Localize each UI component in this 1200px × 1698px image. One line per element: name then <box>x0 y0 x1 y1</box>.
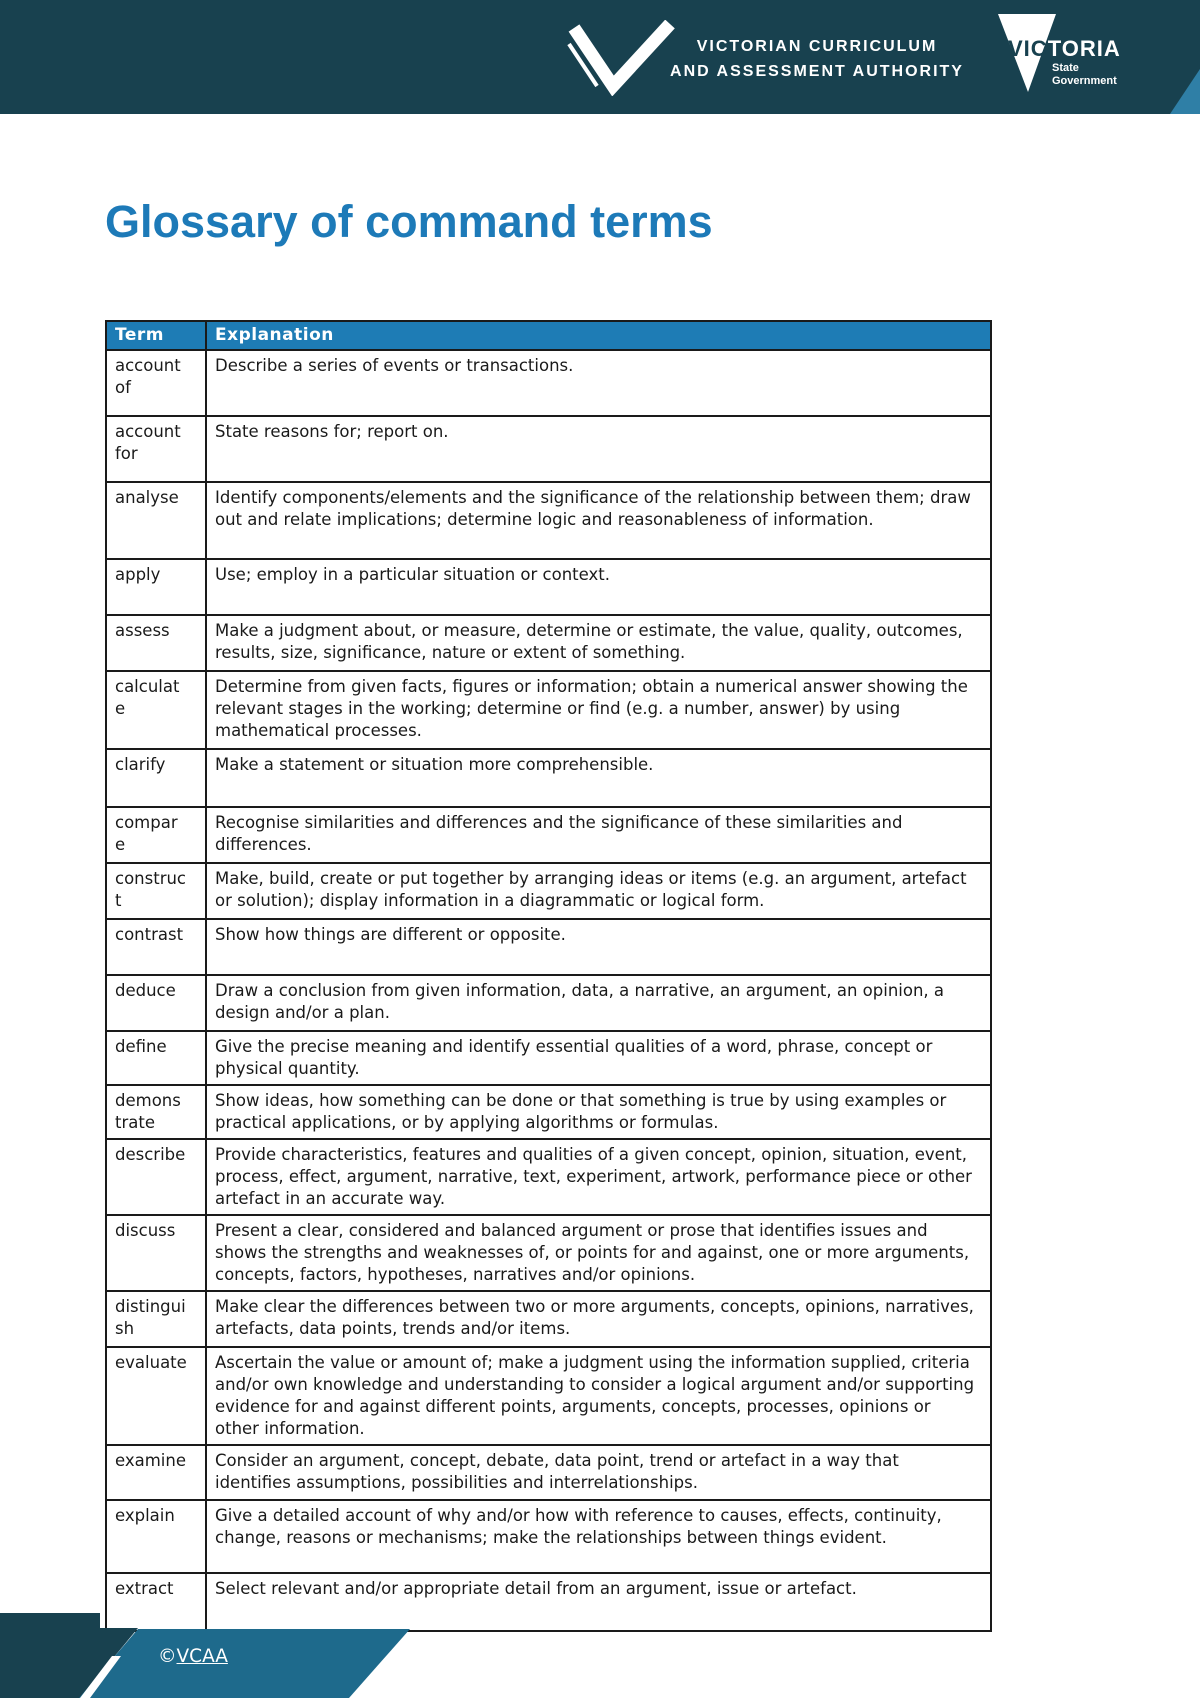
term-cell: distinguish <box>106 1291 206 1347</box>
table-row: analyseIdentify components/elements and … <box>106 482 991 559</box>
glossary-table: Term Explanation account ofDescribe a se… <box>105 320 992 1632</box>
footer-copyright: ©VCAA <box>158 1646 228 1667</box>
term-cell: demonstrate <box>106 1085 206 1139</box>
footer-teal-shape <box>79 1629 410 1698</box>
term-cell: clarify <box>106 749 206 807</box>
table-row: discussPresent a clear, considered and b… <box>106 1215 991 1291</box>
table-row: account forState reasons for; report on. <box>106 416 991 482</box>
table-row: contrastShow how things are different or… <box>106 919 991 975</box>
table-row: explainGive a detailed account of why an… <box>106 1500 991 1573</box>
term-cell: account of <box>106 350 206 416</box>
table-row: constructMake, build, create or put toge… <box>106 863 991 919</box>
table-row: applyUse; employ in a particular situati… <box>106 559 991 615</box>
column-header-term: Term <box>106 321 206 350</box>
term-cell: construct <box>106 863 206 919</box>
term-cell: calculate <box>106 671 206 749</box>
explanation-cell: Show how things are different or opposit… <box>206 919 991 975</box>
explanation-cell: Determine from given facts, figures or i… <box>206 671 991 749</box>
term-cell: describe <box>106 1139 206 1215</box>
explanation-cell: Make a judgment about, or measure, deter… <box>206 615 991 671</box>
explanation-cell: Describe a series of events or transacti… <box>206 350 991 416</box>
table-row: describeProvide characteristics, feature… <box>106 1139 991 1215</box>
explanation-cell: Present a clear, considered and balanced… <box>206 1215 991 1291</box>
explanation-cell: Make, build, create or put together by a… <box>206 863 991 919</box>
table-row: calculateDetermine from given facts, fig… <box>106 671 991 749</box>
table-row: clarifyMake a statement or situation mor… <box>106 749 991 807</box>
explanation-cell: Use; employ in a particular situation or… <box>206 559 991 615</box>
explanation-cell: Identify components/elements and the sig… <box>206 482 991 559</box>
explanation-cell: Recognise similarities and differences a… <box>206 807 991 863</box>
term-cell: assess <box>106 615 206 671</box>
table-row: distinguishMake clear the differences be… <box>106 1291 991 1347</box>
table-row: defineGive the precise meaning and ident… <box>106 1031 991 1085</box>
table-row: evaluateAscertain the value or amount of… <box>106 1347 991 1445</box>
table-row: assessMake a judgment about, or measure,… <box>106 615 991 671</box>
document-page: VICTORIAN CURRICULUM AND ASSESSMENT AUTH… <box>0 0 1200 1698</box>
term-cell: explain <box>106 1500 206 1573</box>
explanation-cell: Give a detailed account of why and/or ho… <box>206 1500 991 1573</box>
term-cell: examine <box>106 1445 206 1500</box>
explanation-cell: Give the precise meaning and identify es… <box>206 1031 991 1085</box>
explanation-cell: Provide characteristics, features and qu… <box>206 1139 991 1215</box>
table-row: examineConsider an argument, concept, de… <box>106 1445 991 1500</box>
term-cell: define <box>106 1031 206 1085</box>
explanation-cell: Ascertain the value or amount of; make a… <box>206 1347 991 1445</box>
term-cell: contrast <box>106 919 206 975</box>
table-row: demonstrateShow ideas, how something can… <box>106 1085 991 1139</box>
term-cell: analyse <box>106 482 206 559</box>
page-title: Glossary of command terms <box>0 0 1200 248</box>
explanation-cell: Make a statement or situation more compr… <box>206 749 991 807</box>
term-cell: evaluate <box>106 1347 206 1445</box>
copyright-symbol: © <box>158 1646 177 1667</box>
table-row: compareRecognise similarities and differ… <box>106 807 991 863</box>
table-row: account ofDescribe a series of events or… <box>106 350 991 416</box>
term-cell: account for <box>106 416 206 482</box>
term-cell: compare <box>106 807 206 863</box>
term-cell: discuss <box>106 1215 206 1291</box>
vcaa-copyright-link[interactable]: VCAA <box>177 1646 228 1667</box>
term-cell: apply <box>106 559 206 615</box>
table-row: deduceDraw a conclusion from given infor… <box>106 975 991 1031</box>
term-cell: deduce <box>106 975 206 1031</box>
explanation-cell: State reasons for; report on. <box>206 416 991 482</box>
explanation-cell: Make clear the differences between two o… <box>206 1291 991 1347</box>
explanation-cell: Show ideas, how something can be done or… <box>206 1085 991 1139</box>
explanation-cell: Draw a conclusion from given information… <box>206 975 991 1031</box>
explanation-cell: Consider an argument, concept, debate, d… <box>206 1445 991 1500</box>
table-header-row: Term Explanation <box>106 321 991 350</box>
column-header-explanation: Explanation <box>206 321 991 350</box>
